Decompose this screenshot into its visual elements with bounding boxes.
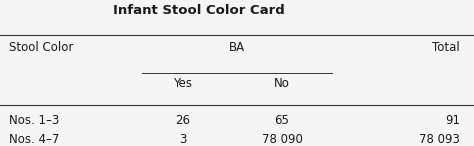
Text: No: No: [274, 77, 290, 90]
Text: 78 090: 78 090: [262, 133, 302, 146]
Text: Yes: Yes: [173, 77, 192, 90]
Text: Total: Total: [432, 41, 460, 54]
Text: Nos. 4–7: Nos. 4–7: [9, 133, 60, 146]
Text: Stool Color: Stool Color: [9, 41, 74, 54]
Text: 91: 91: [445, 114, 460, 127]
Text: 3: 3: [179, 133, 186, 146]
Text: 78 093: 78 093: [419, 133, 460, 146]
Text: 65: 65: [274, 114, 290, 127]
Text: Infant Stool Color Card: Infant Stool Color Card: [113, 4, 285, 17]
Text: Nos. 1–3: Nos. 1–3: [9, 114, 60, 127]
Text: 26: 26: [175, 114, 190, 127]
Text: BA: BA: [229, 41, 245, 54]
